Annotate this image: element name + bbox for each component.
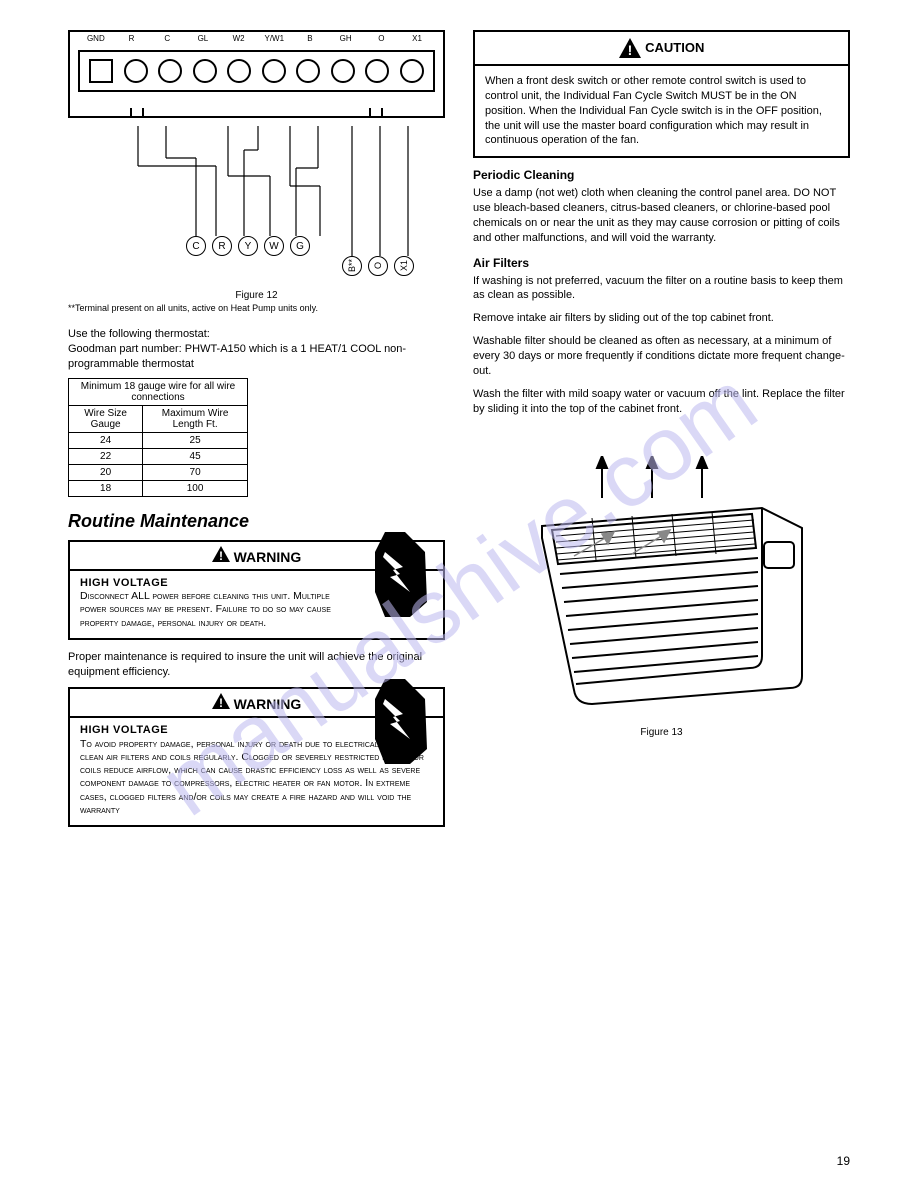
svg-text:!: ! — [219, 549, 223, 562]
terminal-block-diagram: GND R C GL W2 Y/W1 B GH O X1 — [68, 30, 445, 118]
wire-gauge-table: Minimum 18 gauge wire for all wire conne… — [68, 378, 248, 497]
figure12-caption: Figure 12 — [68, 290, 445, 301]
warning-triangle-icon: ! — [212, 693, 230, 709]
terminal-note: **Terminal present on all units, active … — [68, 303, 445, 313]
caution-body: When a front desk switch or other remote… — [475, 66, 848, 156]
page-content: GND R C GL W2 Y/W1 B GH O X1 — [0, 0, 918, 1188]
wire-table-header: Wire Size Gauge — [69, 405, 143, 432]
filters-body: Washable filter should be cleaned as oft… — [473, 334, 850, 379]
terminal-pin — [296, 59, 320, 83]
wire-table-title: Minimum 18 gauge wire for all wire conne… — [69, 378, 248, 405]
terminal-pin — [193, 59, 217, 83]
warning-box-2: ! WARNING HIGH VOLTAGE To avoid property… — [68, 687, 445, 827]
wire-terminal: G — [290, 236, 310, 256]
wire-table-header: Maximum Wire Length Ft. — [143, 405, 248, 432]
high-voltage-hand-icon — [355, 669, 445, 769]
wire-terminal: X1 — [394, 256, 414, 276]
warning-head: ! WARNING — [70, 542, 443, 571]
caution-triangle-icon: ! — [619, 38, 641, 58]
filters-body: If washing is not preferred, vacuum the … — [473, 274, 850, 304]
wire-terminal: O — [368, 256, 388, 276]
wire-terminal: Y — [238, 236, 258, 256]
wire-terminal: C — [186, 236, 206, 256]
terminal-pin — [331, 59, 355, 83]
caution-head: ! CAUTION — [475, 32, 848, 66]
ptac-unit-illustration — [502, 456, 822, 716]
terminal-top-labels: GND R C GL W2 Y/W1 B GH O X1 — [78, 34, 435, 43]
wire-terminal: W — [264, 236, 284, 256]
terminal-pin — [365, 59, 389, 83]
filters-title: Air Filters — [473, 256, 850, 270]
terminal-pin — [400, 59, 424, 83]
svg-text:!: ! — [627, 42, 632, 58]
warning-head: ! WARNING — [70, 689, 443, 718]
left-column: GND R C GL W2 Y/W1 B GH O X1 — [68, 30, 445, 827]
wiring-note-text: Use the following thermostat: Goodman pa… — [68, 327, 445, 372]
filter-figure: Figure 13 — [473, 456, 850, 738]
terminal-pin — [262, 59, 286, 83]
warning-triangle-icon: ! — [212, 546, 230, 562]
periodic-body: Use a damp (not wet) cloth when cleaning… — [473, 186, 850, 245]
filters-body: Wash the filter with mild soapy water or… — [473, 387, 850, 417]
terminal-pin — [124, 59, 148, 83]
right-column: ! CAUTION When a front desk switch or ot… — [473, 30, 850, 827]
terminal-ground — [89, 59, 113, 83]
wire-terminal: B** — [342, 256, 362, 276]
terminal-pin — [227, 59, 251, 83]
caution-box: ! CAUTION When a front desk switch or ot… — [473, 30, 850, 158]
svg-text:!: ! — [219, 696, 223, 709]
page-number: 19 — [837, 1154, 850, 1168]
filters-body: Remove intake air filters by sliding out… — [473, 311, 850, 326]
high-voltage-hand-icon — [355, 522, 445, 622]
warning-box-1: ! WARNING HIGH VOLTAGE Disconnect ALL po… — [68, 540, 445, 640]
wiring-diagram: C R Y W G B** O X1 — [68, 126, 445, 286]
wire-terminal: R — [212, 236, 232, 256]
terminal-pin — [158, 59, 182, 83]
periodic-title: Periodic Cleaning — [473, 168, 850, 182]
figure13-caption: Figure 13 — [473, 727, 850, 738]
